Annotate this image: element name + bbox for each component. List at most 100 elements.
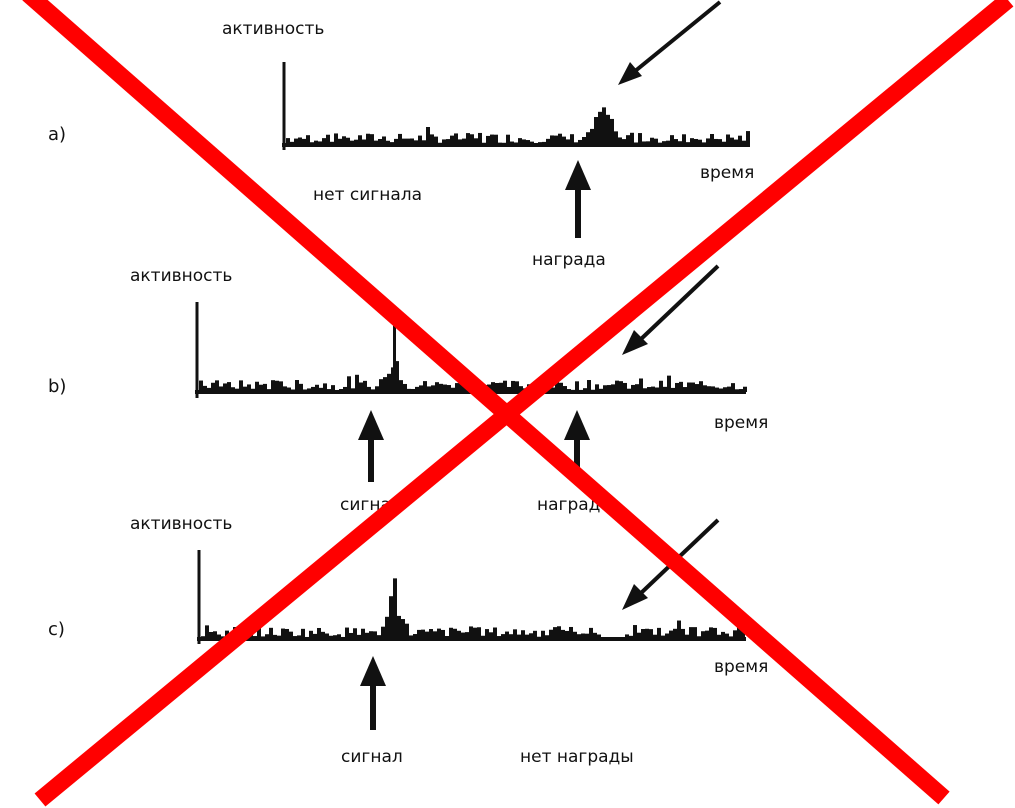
activity-bar [323, 383, 327, 392]
activity-bar [257, 625, 261, 639]
activity-bar [259, 384, 263, 392]
activity-bar [369, 631, 373, 639]
panel-a-activity-trace [286, 107, 750, 145]
panel-a-no-signal-label: нет сигнала [313, 185, 422, 205]
activity-bar [285, 628, 289, 639]
activity-bar [726, 134, 730, 145]
panel-b-label: b) [48, 376, 66, 397]
activity-bar [313, 633, 317, 639]
activity-bar [625, 634, 629, 639]
activity-bar [239, 380, 243, 392]
activity-bar [457, 630, 461, 639]
activity-bar [686, 142, 690, 145]
activity-bar [649, 629, 653, 639]
activity-bar [602, 107, 606, 145]
activity-bar [738, 135, 742, 145]
activity-bar [386, 140, 390, 145]
activity-bar [451, 387, 455, 392]
activity-bar [373, 631, 377, 639]
activity-bar [209, 631, 213, 639]
panel-a: активность a) время нет сигнала награда [48, 0, 754, 270]
activity-bar [558, 133, 562, 145]
activity-bar [534, 142, 538, 145]
activity-bar [498, 142, 502, 145]
activity-bar [203, 385, 207, 392]
activity-bar [621, 638, 625, 639]
activity-bar [651, 386, 655, 392]
activity-bar [698, 139, 702, 145]
activity-bar [591, 389, 595, 392]
activity-bar [265, 634, 269, 639]
activity-bar [743, 386, 747, 392]
activity-bar [269, 627, 273, 639]
activity-bar [617, 638, 621, 639]
activity-bar [574, 142, 578, 145]
activity-bar [594, 117, 598, 145]
activity-bar [339, 389, 343, 392]
activity-bar [721, 631, 725, 639]
activity-bar [619, 381, 623, 392]
activity-bar [277, 635, 281, 639]
panel-b: активность b) время сигнал награда [48, 264, 768, 515]
activity-bar [362, 139, 366, 145]
activity-bar [378, 138, 382, 145]
activity-bar [309, 630, 313, 639]
activity-bar [399, 380, 403, 392]
activity-bar [570, 134, 574, 145]
activity-bar [367, 386, 371, 392]
activity-bar [537, 636, 541, 639]
activity-bar [410, 138, 414, 145]
activity-bar [350, 140, 354, 145]
activity-bar [629, 635, 633, 639]
activity-bar [287, 387, 291, 392]
activity-bar [587, 380, 591, 392]
activity-bar [219, 386, 223, 392]
activity-bar [521, 630, 525, 639]
activity-bar [562, 136, 566, 145]
activity-bar [501, 634, 505, 639]
activity-bar [310, 142, 314, 145]
activity-bar [682, 134, 686, 145]
activity-bar [279, 381, 283, 392]
activity-bar [565, 630, 569, 639]
activity-bar [341, 636, 345, 639]
activity-bar [417, 629, 421, 639]
activity-bar [638, 133, 642, 145]
activity-bar [723, 387, 727, 392]
activity-bar [354, 139, 358, 145]
activity-bar [231, 387, 235, 392]
activity-bar [627, 388, 631, 392]
activity-bar [382, 136, 386, 145]
activity-bar [387, 373, 391, 392]
activity-bar [431, 385, 435, 392]
activity-bar [634, 142, 638, 145]
activity-bar [298, 137, 302, 145]
activity-bar [317, 627, 321, 639]
activity-bar [337, 634, 341, 639]
activity-bar [301, 628, 305, 639]
activity-bar [377, 635, 381, 639]
activity-bar [566, 139, 570, 145]
activity-bar [357, 634, 361, 639]
activity-bar [622, 139, 626, 145]
activity-bar [519, 386, 523, 392]
activity-bar [550, 135, 554, 145]
activity-bar [551, 387, 555, 392]
activity-bar [690, 138, 694, 145]
activity-bar [582, 136, 586, 145]
activity-bar [215, 380, 219, 392]
activity-bar [398, 133, 402, 145]
activity-bar [430, 134, 434, 145]
activity-bar [383, 377, 387, 392]
activity-bar [717, 634, 721, 639]
activity-bar [333, 635, 337, 639]
panel-c-no-reward-label: нет награды [520, 747, 634, 767]
activity-bar [670, 135, 674, 145]
activity-bar [689, 627, 693, 639]
activity-bar [609, 638, 613, 639]
activity-bar [718, 139, 722, 145]
activity-bar [526, 140, 530, 145]
activity-bar [614, 131, 618, 145]
activity-bar [645, 628, 649, 639]
